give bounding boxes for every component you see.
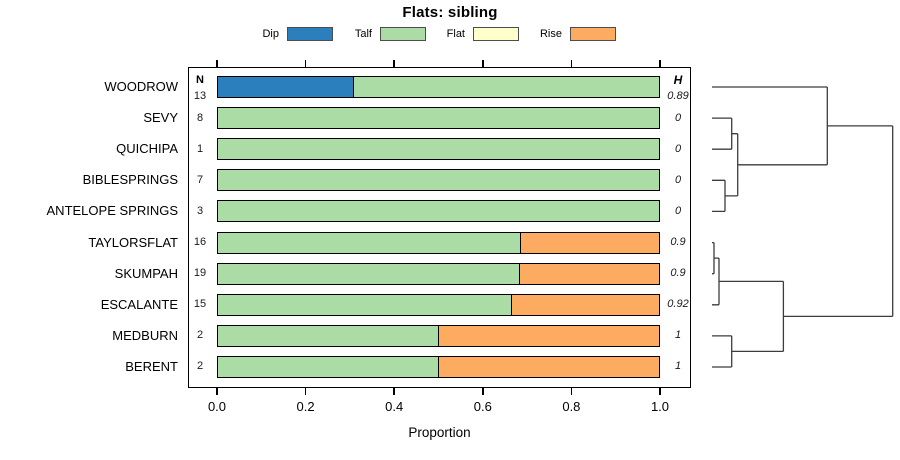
x-tick bbox=[570, 388, 573, 395]
h-value: 0.9 bbox=[670, 267, 686, 280]
h-value: 0.89 bbox=[667, 89, 689, 102]
bar-segment-talf bbox=[218, 201, 659, 222]
bar bbox=[217, 262, 660, 285]
x-tick bbox=[482, 388, 484, 395]
h-value: 0.9 bbox=[670, 236, 686, 249]
n-value: 16 bbox=[193, 236, 207, 249]
legend-item-label: Flat bbox=[446, 28, 465, 40]
bar-segment-rise bbox=[438, 356, 659, 377]
row-label: QUICHIPA bbox=[116, 141, 178, 157]
dendrogram-links bbox=[712, 86, 894, 368]
plot-area bbox=[188, 67, 691, 388]
n-value: 1 bbox=[196, 142, 204, 155]
bar bbox=[217, 324, 660, 347]
bar bbox=[217, 169, 660, 192]
bar-segment-talf bbox=[218, 139, 659, 160]
row-label: WOODROW bbox=[104, 79, 178, 94]
legend-item-label: Talf bbox=[354, 28, 372, 40]
legend-item-label: Rise bbox=[539, 28, 562, 40]
bar bbox=[217, 355, 660, 378]
x-tick-label: 1.0 bbox=[650, 399, 670, 414]
row-label: ESCALANTE bbox=[100, 296, 178, 312]
bar bbox=[217, 293, 660, 316]
n-column-header: N bbox=[196, 73, 204, 86]
h-value: 0 bbox=[674, 111, 682, 124]
x-tick-top bbox=[659, 60, 661, 67]
row-label: SEVY bbox=[143, 110, 178, 126]
x-tick-label: 0.4 bbox=[385, 399, 404, 414]
legend-item-label: Dip bbox=[262, 28, 279, 40]
bar-segment-talf bbox=[353, 77, 659, 97]
row-label: ANTELOPE SPRINGS bbox=[46, 203, 178, 219]
x-tick-top bbox=[570, 60, 573, 67]
n-value: 2 bbox=[196, 360, 204, 373]
row-label: SKUMPAH bbox=[114, 265, 178, 281]
n-value: 2 bbox=[196, 329, 204, 342]
row-label: TAYLORSFLAT bbox=[88, 234, 178, 250]
bar-segment-rise bbox=[519, 263, 659, 284]
chart-title: Flats: sibling bbox=[402, 4, 498, 21]
bar bbox=[217, 231, 660, 254]
bar-segment-talf bbox=[218, 325, 439, 346]
h-value: 0 bbox=[674, 173, 682, 186]
bar-segment-talf bbox=[218, 170, 659, 191]
legend-swatch-talf-icon bbox=[380, 27, 426, 41]
n-value: 7 bbox=[196, 173, 204, 186]
bar bbox=[217, 200, 660, 223]
n-value: 8 bbox=[196, 111, 204, 124]
bar bbox=[217, 107, 660, 130]
x-tick-top bbox=[304, 60, 307, 67]
x-tick-top bbox=[482, 60, 484, 67]
bar-segment-talf bbox=[218, 108, 659, 129]
bar-segment-rise bbox=[512, 294, 659, 315]
bar-segment-talf bbox=[218, 294, 513, 315]
x-tick-label: 0.6 bbox=[473, 399, 492, 414]
legend-swatch-dip-icon bbox=[287, 27, 333, 41]
n-value: 13 bbox=[193, 89, 207, 102]
legend-swatch-flat-icon bbox=[473, 27, 519, 41]
x-tick bbox=[393, 388, 395, 395]
bar-segment-rise bbox=[521, 232, 659, 253]
h-value: 0 bbox=[674, 204, 682, 217]
h-value: 0 bbox=[674, 142, 682, 155]
x-axis-title: Proportion bbox=[408, 425, 471, 440]
bar-segment-talf bbox=[218, 356, 439, 377]
row-label: BIBLESPRINGS bbox=[82, 172, 178, 188]
row-label: MEDBURN bbox=[112, 327, 178, 343]
row-label: BERENT bbox=[125, 358, 178, 374]
x-tick-label: 0.8 bbox=[562, 399, 581, 414]
bar bbox=[217, 138, 660, 161]
h-column-header: H bbox=[673, 72, 683, 87]
n-value: 15 bbox=[193, 298, 207, 311]
x-tick-top bbox=[216, 60, 218, 67]
x-tick-label: 0.0 bbox=[207, 399, 227, 414]
bar-segment-dip bbox=[218, 77, 354, 97]
h-value: 1 bbox=[674, 329, 682, 342]
x-tick-label: 0.2 bbox=[296, 399, 315, 414]
dendrogram bbox=[712, 86, 894, 368]
bar bbox=[217, 76, 660, 98]
h-value: 1 bbox=[674, 360, 682, 373]
bar-segment-talf bbox=[218, 263, 520, 284]
legend-swatch-rise-icon bbox=[570, 27, 616, 41]
bar-segment-rise bbox=[438, 325, 659, 346]
x-tick bbox=[304, 388, 307, 395]
n-value: 3 bbox=[196, 204, 204, 217]
x-tick bbox=[659, 388, 661, 395]
bar-segment-talf bbox=[218, 232, 522, 253]
h-value: 0.92 bbox=[667, 298, 689, 311]
n-value: 19 bbox=[193, 267, 207, 280]
x-tick-top bbox=[393, 60, 395, 67]
x-tick bbox=[216, 388, 218, 395]
